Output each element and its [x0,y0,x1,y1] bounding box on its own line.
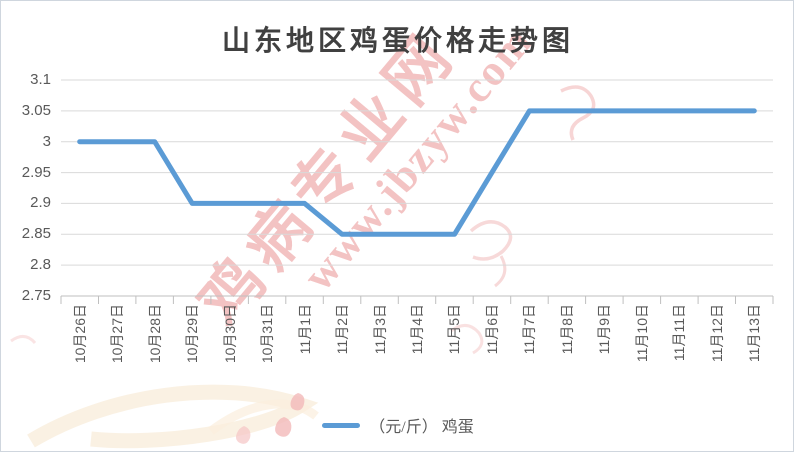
y-axis-tick-label: 2.9 [30,194,51,212]
x-axis-tick-label: 11月3日 [371,304,388,355]
y-axis-tick-label: 2.95 [21,163,51,181]
x-axis-tick-label: 10月31日 [259,304,276,364]
x-axis-tick-label: 10月29日 [184,304,201,364]
y-axis-tick-label: 2.85 [21,225,51,243]
legend-series-label: （元/斤） 鸡蛋 [369,419,474,436]
x-axis-tick-label: 10月30日 [221,304,238,364]
x-axis-tick-label: 11月12日 [708,304,725,363]
legend: （元/斤） 鸡蛋 [1,413,794,437]
y-axis-tick-label: 2.75 [21,287,51,304]
x-axis-tick-label: 11月11日 [671,304,688,362]
legend-line-swatch [322,422,361,428]
x-axis-tick-label: 11月4日 [409,304,425,355]
y-axis-tick-label: 3 [42,132,51,150]
x-axis-tick-label: 11月2日 [334,304,351,355]
x-axis-tick-label: 10月28日 [146,304,163,364]
x-axis-tick-label: 11月1日 [296,304,313,355]
x-axis-tick-label: 11月5日 [446,304,463,355]
x-axis-tick-label: 10月26日 [71,304,88,364]
x-axis-tick-label: 11月7日 [521,304,538,355]
y-axis-tick-label: 3.1 [30,71,51,88]
x-axis-tick-label: 10月27日 [109,304,126,364]
x-axis-tick-label: 11月10日 [633,304,650,363]
x-axis-tick-label: 11月6日 [483,304,500,355]
y-axis-tick-label: 2.8 [30,256,51,274]
chart-title: 山东地区鸡蛋价格走势图 [221,26,574,57]
x-axis-tick-label: 11月13日 [746,304,763,363]
x-axis-tick-label: 11月8日 [558,304,575,355]
y-axis-tick-label: 3.05 [21,101,51,119]
x-axis-tick-label: 11月9日 [596,304,613,355]
